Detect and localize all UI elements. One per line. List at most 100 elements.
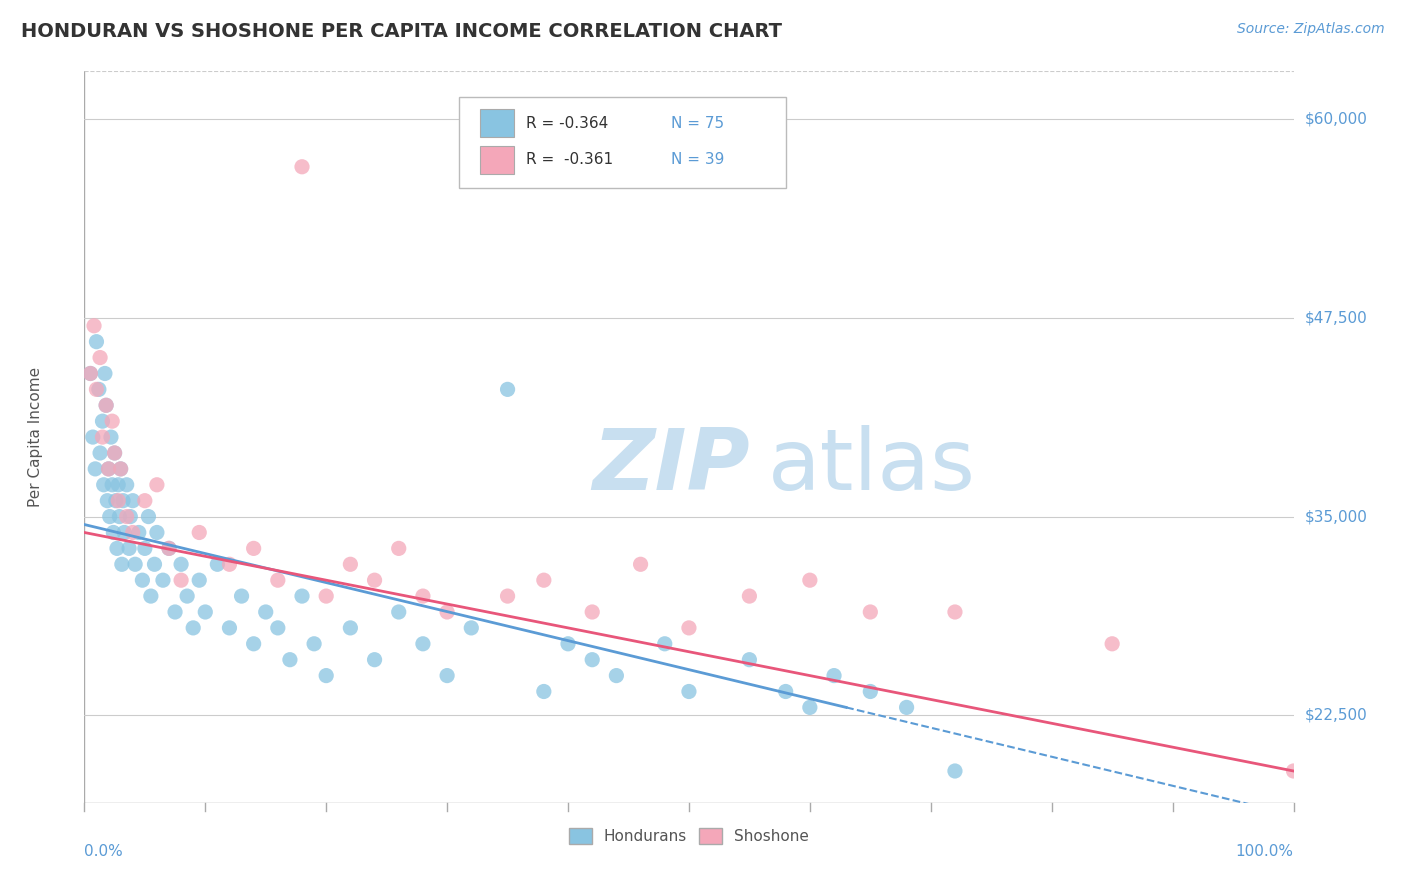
Text: N = 39: N = 39 [671, 153, 724, 168]
Point [859, 605, 882, 619]
Point [291, 589, 314, 603]
Point [152, 573, 174, 587]
Point [630, 558, 652, 572]
Point [943, 605, 966, 619]
Point [181, 621, 204, 635]
Point [98, 509, 121, 524]
Point [412, 589, 434, 603]
Point [388, 605, 411, 619]
Point [176, 589, 198, 603]
Point [436, 605, 458, 619]
Point [267, 621, 290, 635]
Point [134, 493, 156, 508]
Point [104, 493, 127, 508]
Point [738, 653, 761, 667]
Point [315, 668, 337, 682]
Point [654, 637, 676, 651]
Point [82, 430, 104, 444]
Text: $35,000: $35,000 [1305, 509, 1368, 524]
Point [115, 477, 138, 491]
Point [896, 700, 918, 714]
Point [302, 637, 325, 651]
Point [118, 541, 141, 556]
FancyBboxPatch shape [479, 146, 513, 174]
Point [678, 684, 700, 698]
Point [823, 668, 845, 682]
Point [89, 446, 111, 460]
Text: ZIP: ZIP [592, 425, 749, 508]
Point [943, 764, 966, 778]
Point [291, 160, 314, 174]
Point [157, 541, 180, 556]
Text: N = 75: N = 75 [671, 116, 724, 131]
Point [188, 573, 211, 587]
Point [79, 367, 101, 381]
Point [859, 684, 882, 698]
Point [110, 462, 132, 476]
Text: Per Capita Income: Per Capita Income [28, 367, 44, 508]
Point [207, 558, 229, 572]
Point [533, 684, 555, 698]
Point [496, 383, 519, 397]
Point [557, 637, 579, 651]
Point [79, 367, 101, 381]
Point [194, 605, 217, 619]
Point [170, 558, 193, 572]
Legend: Hondurans, Shoshone: Hondurans, Shoshone [562, 822, 815, 850]
Point [678, 621, 700, 635]
Point [460, 621, 482, 635]
Point [388, 541, 411, 556]
Point [146, 525, 169, 540]
Point [105, 541, 128, 556]
Point [188, 525, 211, 540]
Point [218, 558, 240, 572]
Point [121, 525, 143, 540]
Point [339, 558, 361, 572]
Point [112, 493, 135, 508]
FancyBboxPatch shape [479, 110, 513, 137]
Point [101, 414, 124, 428]
Point [363, 573, 385, 587]
Point [107, 493, 129, 508]
Point [1282, 764, 1305, 778]
Point [94, 398, 117, 412]
Point [131, 573, 153, 587]
Point [218, 621, 240, 635]
Text: R =  -0.361: R = -0.361 [526, 153, 613, 168]
Text: R = -0.364: R = -0.364 [526, 116, 607, 131]
Point [436, 668, 458, 682]
Point [86, 383, 108, 397]
Point [134, 541, 156, 556]
Text: $60,000: $60,000 [1305, 112, 1368, 127]
Text: atlas: atlas [768, 425, 976, 508]
FancyBboxPatch shape [460, 97, 786, 188]
Point [84, 462, 107, 476]
Point [100, 430, 122, 444]
Point [104, 446, 127, 460]
Text: 0.0%: 0.0% [84, 845, 124, 860]
Point [146, 477, 169, 491]
Point [139, 589, 162, 603]
Point [242, 637, 264, 651]
Point [91, 430, 114, 444]
Point [363, 653, 385, 667]
Point [96, 493, 118, 508]
Point [97, 462, 120, 476]
Point [86, 334, 108, 349]
Point [87, 383, 110, 397]
Text: Source: ZipAtlas.com: Source: ZipAtlas.com [1237, 22, 1385, 37]
Point [278, 653, 301, 667]
Point [115, 509, 138, 524]
Point [605, 668, 627, 682]
Text: $22,500: $22,500 [1305, 708, 1368, 723]
Point [799, 573, 821, 587]
Point [97, 462, 120, 476]
Text: HONDURAN VS SHOSHONE PER CAPITA INCOME CORRELATION CHART: HONDURAN VS SHOSHONE PER CAPITA INCOME C… [21, 22, 782, 41]
Point [101, 477, 124, 491]
Point [315, 589, 337, 603]
Point [170, 573, 193, 587]
Point [104, 446, 127, 460]
Point [581, 653, 603, 667]
Point [121, 493, 143, 508]
Point [110, 462, 132, 476]
